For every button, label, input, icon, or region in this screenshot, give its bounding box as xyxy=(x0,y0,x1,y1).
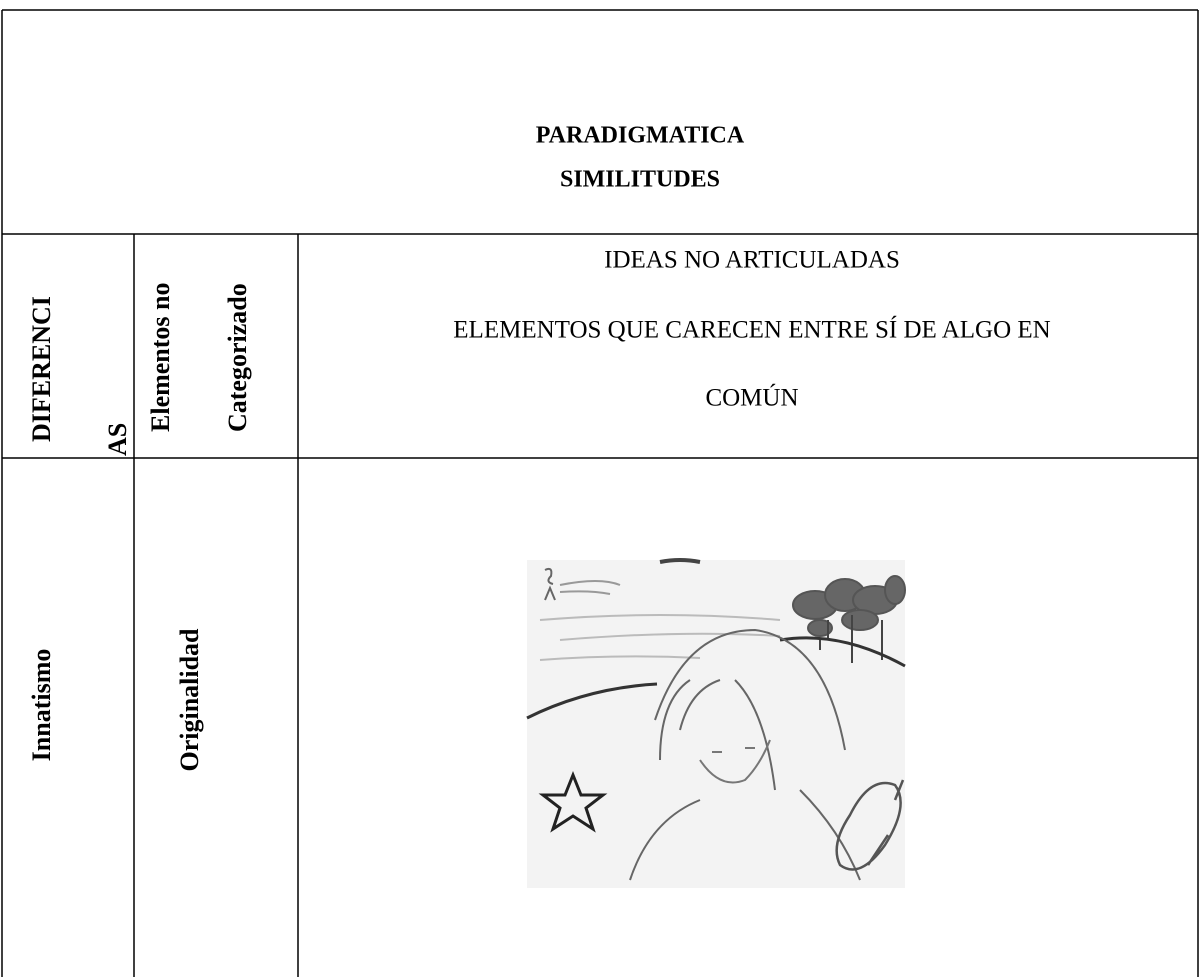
cell-text: ELEMENTOS QUE CARECEN ENTRE SÍ DE ALGO E… xyxy=(453,316,1050,344)
cell-text: Innatismo xyxy=(27,649,56,762)
cell-text: Categorizado xyxy=(223,283,252,432)
cell-text: DIFERENCI xyxy=(27,296,56,442)
subtitle: SIMILITUDES xyxy=(560,167,720,193)
cell-text: Originalidad xyxy=(175,628,204,772)
cell-text: AS xyxy=(103,423,132,456)
title: PARADIGMATICA xyxy=(536,123,745,149)
cell-text: COMÚN xyxy=(705,384,798,412)
cell-text: Elementos no xyxy=(146,283,175,433)
sketch-image xyxy=(526,558,906,888)
cell-text: IDEAS NO ARTICULADAS xyxy=(604,247,900,274)
